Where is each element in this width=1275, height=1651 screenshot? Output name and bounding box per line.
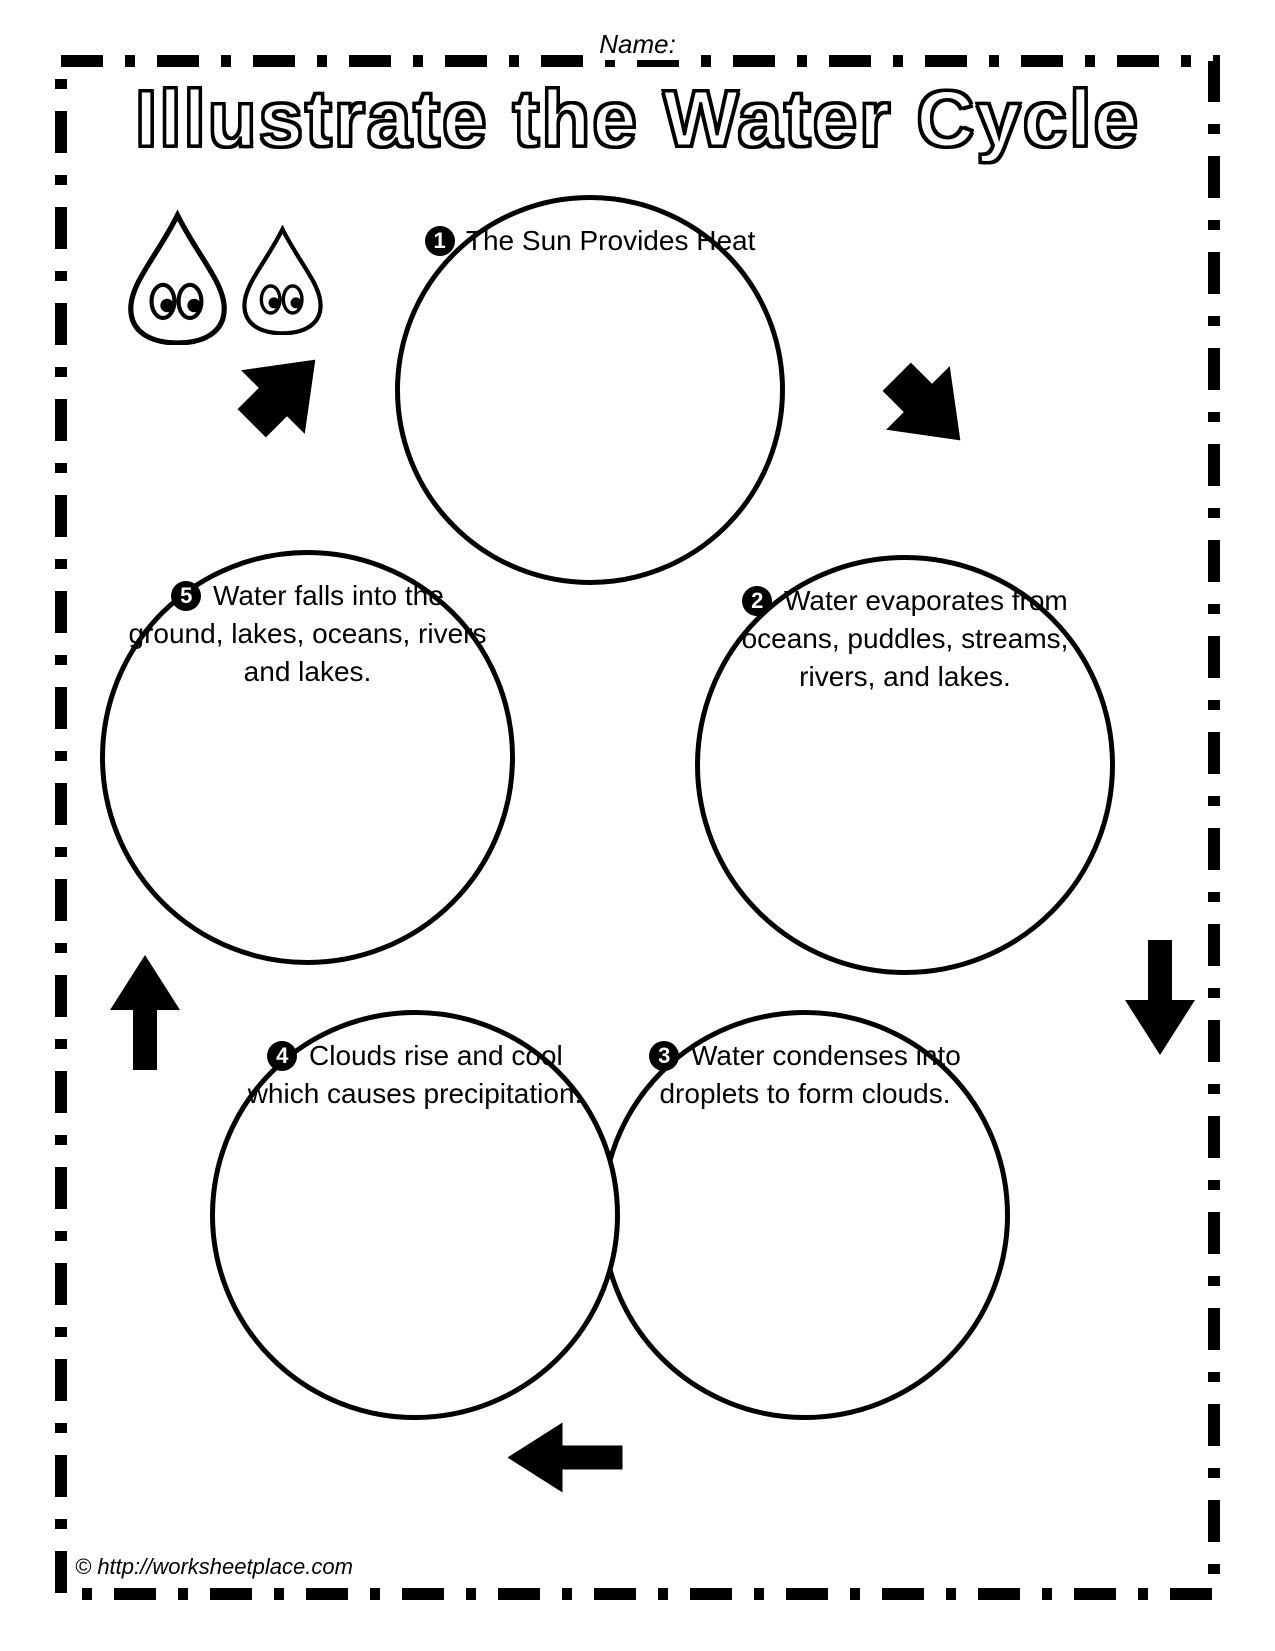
cycle-step-4: 4 Clouds rise and cool which causes prec… <box>210 1010 620 1420</box>
cycle-arrow-icon <box>110 955 180 1080</box>
cycle-step-1: 1 The Sun Provides Heat <box>395 195 785 585</box>
cycle-step-text: 3 Water condenses into droplets to form … <box>605 1037 1005 1113</box>
cycle-step-2: 2 Water evaporates from oceans, puddles,… <box>695 555 1115 975</box>
water-drop-icon <box>125 210 230 345</box>
cycle-step-5: 5 Water falls into the ground, lakes, oc… <box>100 550 515 965</box>
water-drop-icon <box>240 225 325 335</box>
name-label: Name: <box>589 29 686 60</box>
cycle-step-3: 3 Water condenses into droplets to form … <box>600 1010 1010 1420</box>
cycle-arrow-icon <box>1125 930 1195 1055</box>
cycle-step-text: 2 Water evaporates from oceans, puddles,… <box>700 582 1110 695</box>
step-number-badge: 5 <box>171 581 201 611</box>
cycle-step-text: 4 Clouds rise and cool which causes prec… <box>215 1037 615 1113</box>
step-number-badge: 3 <box>649 1041 679 1071</box>
cycle-arrow-icon <box>508 1423 633 1493</box>
cycle-step-text: 1 The Sun Provides Heat <box>400 222 780 260</box>
step-number-badge: 2 <box>742 586 772 616</box>
step-number-badge: 4 <box>267 1041 297 1071</box>
footer-copyright: © http://worksheetplace.com <box>75 1554 353 1580</box>
page-title: Illustrate the Water Cycle <box>135 73 1140 165</box>
step-number-badge: 1 <box>425 226 455 256</box>
worksheet-page: Name: Illustrate the Water Cycle 1 The S… <box>55 55 1220 1600</box>
cycle-step-text: 5 Water falls into the ground, lakes, oc… <box>105 577 510 690</box>
